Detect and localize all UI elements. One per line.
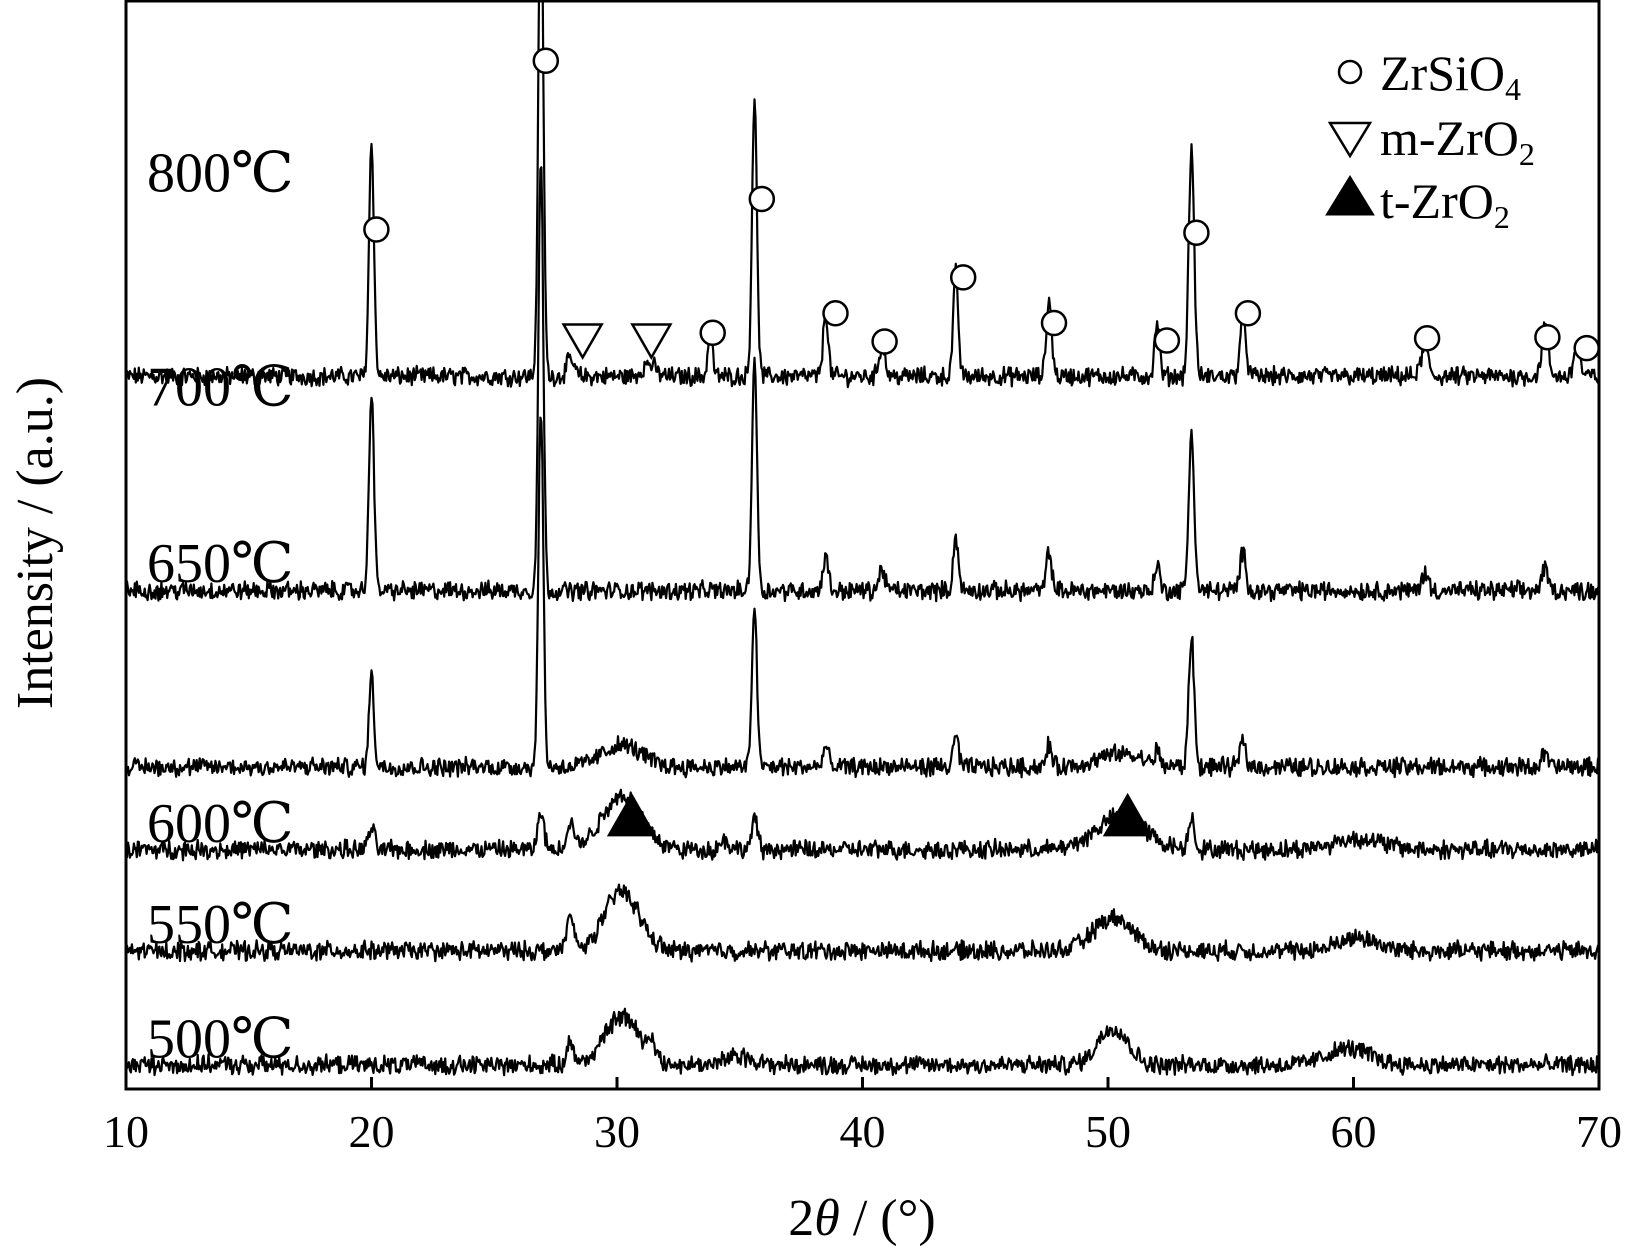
x-tick-label: 10 [103,1106,149,1157]
open-circle-marker-icon [363,216,390,243]
x-tick-label: 30 [594,1106,640,1157]
xrd-patterns [124,0,1601,1077]
open-circle-marker-icon [748,185,776,213]
open-circle-marker-icon [1413,325,1441,352]
open-circle-marker-icon [699,319,726,347]
x-tick-label: 20 [349,1106,395,1157]
open-circle-marker-icon [1573,334,1600,362]
open-circle-marker-icon [1153,327,1181,354]
pattern-line-600℃ [124,788,1601,862]
x-axis-title: 2θ / (°) [788,1190,935,1247]
open-triangle-down-marker-icon [630,323,673,360]
open-circle-marker-icon [1040,309,1068,337]
legend: ZrSiO4 m-ZrO2 t-ZrO2 [1325,45,1535,235]
pattern-line-550℃ [124,883,1601,963]
open-circle-marker-icon [1234,300,1262,327]
curve-labels: 800℃ 700℃ 650℃ 600℃ 550℃ 500℃ [147,142,294,1070]
filled-triangle-up-marker-icon [1102,792,1153,837]
pattern-line-800℃ [124,0,1601,389]
open-circle-marker-icon [1534,323,1561,351]
legend-entry-t-zro2: t-ZrO2 [1325,173,1510,235]
legend-entry-m-zro2: m-ZrO2 [1327,110,1535,172]
open-circle-marker-icon [871,328,898,355]
x-axis: 10 20 30 40 50 60 70 [103,1077,1622,1157]
open-circle-marker-icon [822,300,849,327]
curve-label-650℃: 650℃ [147,533,294,595]
legend-open-triangle-down-icon [1327,121,1373,159]
pattern-line-500℃ [124,1007,1601,1077]
filled-triangle-up-marker-icon [606,792,657,837]
curve-label-700℃: 700℃ [147,357,294,419]
legend-label-zrsio4: ZrSiO4 [1380,45,1521,107]
open-circle-marker-icon [949,264,977,291]
legend-open-circle-icon [1337,59,1363,85]
x-tick-label: 60 [1331,1106,1377,1157]
curve-label-600℃: 600℃ [147,793,294,855]
legend-label-m-zro2: m-ZrO2 [1380,110,1535,172]
curve-label-800℃: 800℃ [147,142,294,204]
legend-entry-zrsio4: ZrSiO4 [1337,45,1521,107]
open-circle-marker-icon [532,47,560,75]
pattern-line-700℃ [124,166,1601,603]
open-triangle-down-marker-icon [561,323,604,360]
x-tick-label: 70 [1576,1106,1622,1157]
curve-label-550℃: 550℃ [147,894,294,956]
x-tick-label: 50 [1085,1106,1131,1157]
legend-label-t-zro2: t-ZrO2 [1380,173,1510,235]
phase-markers [363,47,1600,837]
curve-label-500℃: 500℃ [147,1008,294,1070]
open-circle-marker-icon [1183,219,1210,246]
plot-frame [124,0,1601,1091]
x-tick-label: 40 [840,1106,886,1157]
y-axis-title: Intensity / (a.u.) [7,377,64,709]
pattern-line-650℃ [124,416,1601,779]
legend-filled-triangle-up-icon [1325,175,1375,216]
